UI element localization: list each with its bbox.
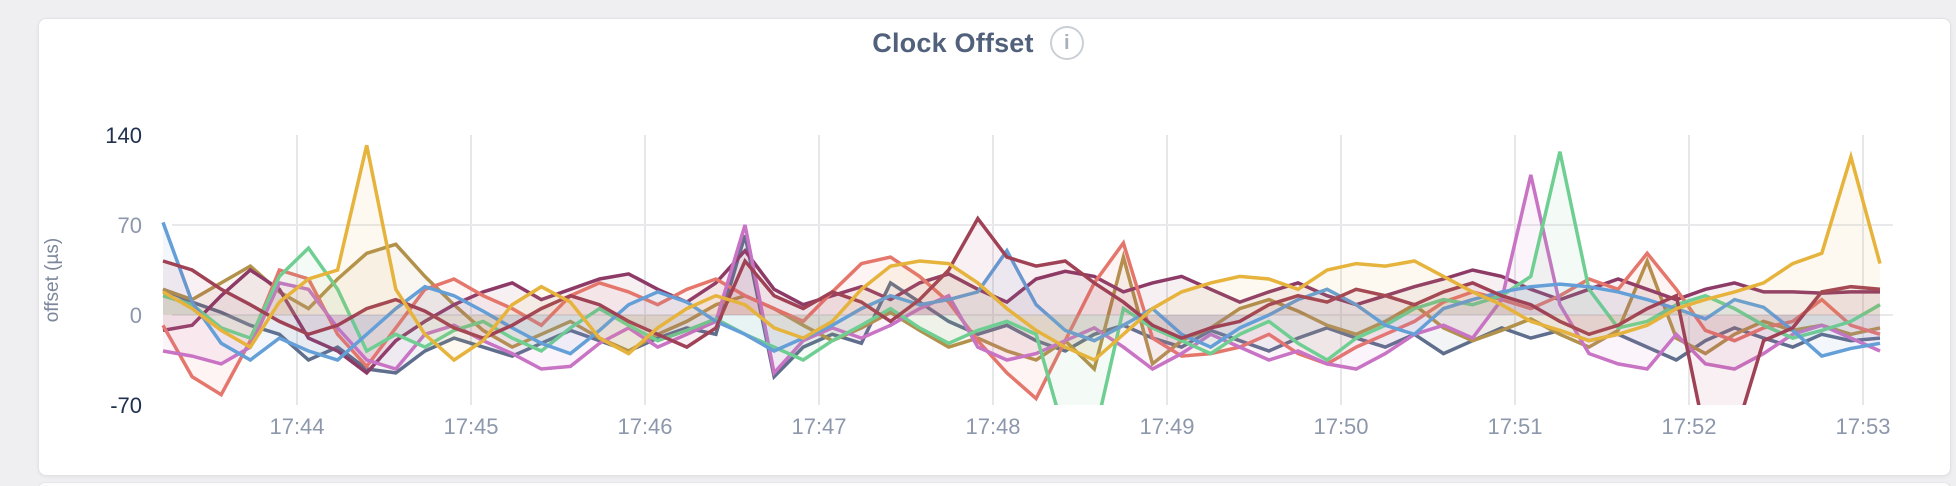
clock-offset-card	[38, 18, 1951, 476]
x-tick-label: 17:44	[269, 414, 324, 439]
series-mint-area	[163, 151, 1880, 405]
x-tick-label: 17:50	[1313, 414, 1368, 439]
chart-title: Clock Offset	[872, 27, 1034, 58]
x-tick-label: 17:45	[443, 414, 498, 439]
card-header: Clock Offset i	[0, 26, 1956, 60]
series-gold-line	[162, 144, 1882, 363]
series-gold-area	[163, 145, 1880, 360]
series-maroon-area	[163, 218, 1880, 405]
series-maroon-line	[162, 215, 1881, 405]
y-tick-label: 70	[118, 213, 142, 238]
series-mint-line	[162, 151, 1881, 405]
x-tick-label: 17:49	[1139, 414, 1194, 439]
series-blue-line	[161, 221, 1881, 363]
series-blue-area	[163, 222, 1880, 360]
y-axis-title: offset (µs)	[42, 238, 63, 323]
series-orchid-area	[163, 174, 1880, 373]
y-tick-label: 140	[105, 123, 142, 148]
x-tick-label: 17:52	[1661, 414, 1716, 439]
x-tick-label: 17:53	[1835, 414, 1890, 439]
x-tick-label: 17:46	[617, 414, 672, 439]
y-tick-label: -70	[110, 393, 142, 418]
series-olive-area	[163, 244, 1880, 369]
series-slate-area	[163, 235, 1880, 377]
x-tick-label: 17:47	[791, 414, 846, 439]
info-icon[interactable]: i	[1049, 26, 1084, 60]
x-tick-label: 17:48	[965, 414, 1020, 439]
y-tick-label: 0	[130, 303, 142, 328]
x-tick-label: 17:51	[1487, 414, 1542, 439]
series-salmon-line	[161, 239, 1881, 402]
